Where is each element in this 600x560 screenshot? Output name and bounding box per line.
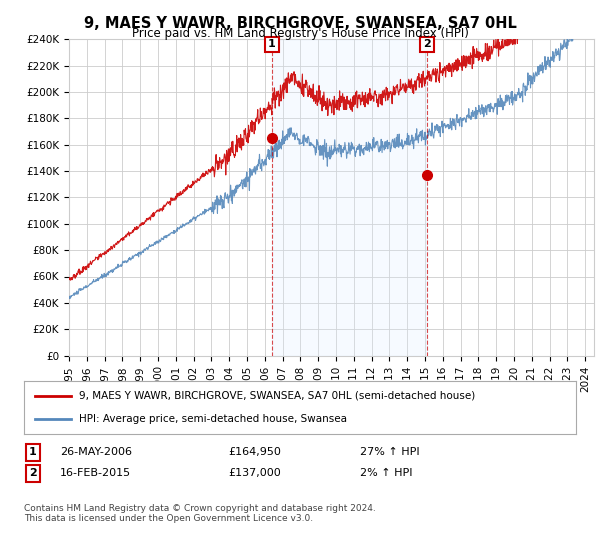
Text: 1: 1 <box>268 39 276 49</box>
Text: 2: 2 <box>423 39 431 49</box>
Text: 27% ↑ HPI: 27% ↑ HPI <box>360 447 419 458</box>
Text: 26-MAY-2006: 26-MAY-2006 <box>60 447 132 458</box>
Text: HPI: Average price, semi-detached house, Swansea: HPI: Average price, semi-detached house,… <box>79 414 347 424</box>
Text: £137,000: £137,000 <box>228 468 281 478</box>
Text: 9, MAES Y WAWR, BIRCHGROVE, SWANSEA, SA7 0HL: 9, MAES Y WAWR, BIRCHGROVE, SWANSEA, SA7… <box>83 16 517 31</box>
Text: 2: 2 <box>29 468 37 478</box>
Text: Contains HM Land Registry data © Crown copyright and database right 2024.
This d: Contains HM Land Registry data © Crown c… <box>24 504 376 524</box>
Text: 9, MAES Y WAWR, BIRCHGROVE, SWANSEA, SA7 0HL (semi-detached house): 9, MAES Y WAWR, BIRCHGROVE, SWANSEA, SA7… <box>79 391 475 401</box>
Text: £164,950: £164,950 <box>228 447 281 458</box>
Bar <box>272 39 427 356</box>
Text: 16-FEB-2015: 16-FEB-2015 <box>60 468 131 478</box>
Text: 2% ↑ HPI: 2% ↑ HPI <box>360 468 413 478</box>
Text: Price paid vs. HM Land Registry's House Price Index (HPI): Price paid vs. HM Land Registry's House … <box>131 27 469 40</box>
Text: 1: 1 <box>29 447 37 458</box>
